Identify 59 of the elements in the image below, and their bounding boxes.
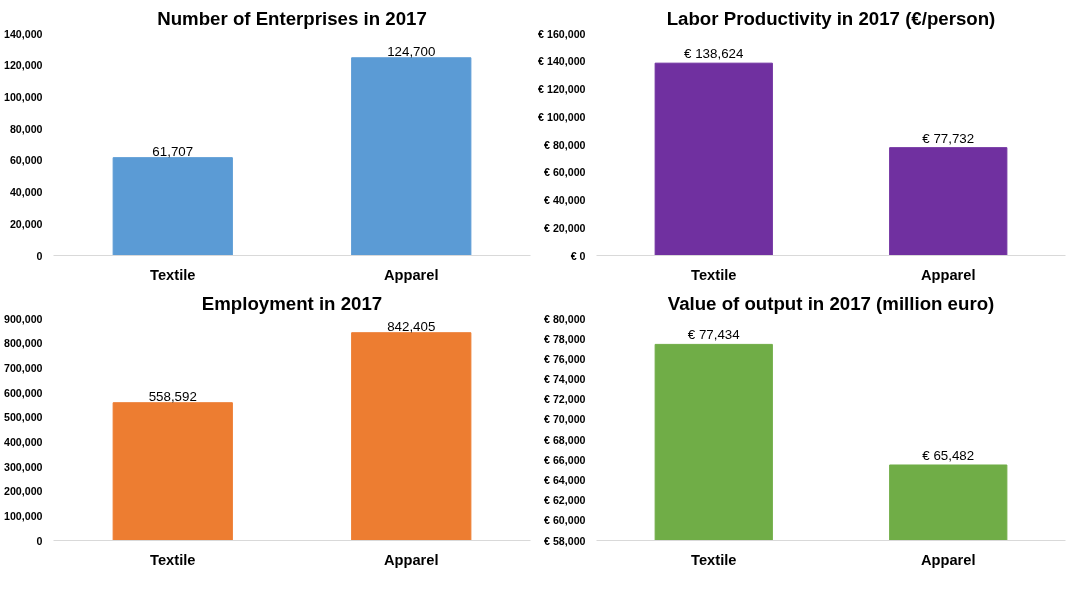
data-label: € 77,732	[922, 130, 975, 146]
y-tick-label: € 40,000	[544, 194, 586, 206]
x-tick-label: Textile	[691, 551, 737, 568]
x-tick-label: Apparel	[383, 551, 439, 568]
y-tick-label: € 60,000	[544, 514, 586, 527]
chart-title: Number of Enterprises in 2017	[157, 7, 427, 29]
x-tick-label: Apparel	[383, 266, 439, 283]
y-tick-label: € 140,000	[538, 55, 586, 68]
x-tick-label: Textile	[150, 266, 196, 283]
y-tick-label: 140,000	[3, 27, 43, 40]
y-tick-label: € 20,000	[544, 221, 586, 234]
data-label: 842,405	[387, 318, 436, 334]
y-tick-label: 40,000	[9, 186, 43, 199]
y-tick-label: 200,000	[3, 485, 43, 498]
data-label: € 138,624	[684, 46, 744, 62]
y-tick-label: € 160,000	[538, 27, 586, 40]
y-tick-label: 400,000	[3, 435, 43, 448]
y-tick-label: 120,000	[3, 59, 43, 72]
chart-title: Employment in 2017	[201, 292, 383, 314]
y-tick-label: 500,000	[3, 411, 43, 424]
y-tick-label: 100,000	[3, 509, 43, 522]
y-tick-label: € 66,000	[544, 453, 586, 466]
y-tick-label: 60,000	[9, 154, 43, 167]
y-tick-label: € 60,000	[544, 166, 586, 179]
data-label: 124,700	[387, 43, 436, 59]
x-tick-label: Textile	[691, 266, 737, 283]
y-tick-label: € 62,000	[544, 494, 586, 507]
x-tick-label: Textile	[150, 551, 196, 568]
data-label: 558,592	[148, 388, 197, 404]
y-tick-label: 80,000	[9, 122, 43, 135]
y-tick-label: € 74,000	[544, 373, 586, 386]
y-tick-label: 700,000	[3, 361, 43, 374]
y-tick-label: € 80,000	[544, 138, 586, 151]
data-label: € 65,482	[922, 448, 975, 463]
y-tick-label: 20,000	[9, 217, 43, 230]
data-label: € 77,434	[687, 327, 741, 343]
y-tick-label: 100,000	[3, 90, 43, 103]
y-tick-label: € 70,000	[544, 413, 586, 426]
y-tick-label: € 68,000	[544, 433, 586, 446]
y-tick-label: € 0	[570, 249, 586, 262]
y-tick-label: 0	[36, 249, 43, 262]
chart-title: Labor Productivity in 2017 (€/person)	[666, 7, 996, 29]
y-tick-label: € 80,000	[544, 312, 586, 325]
y-tick-label: € 100,000	[538, 110, 586, 123]
y-tick-label: € 76,000	[544, 352, 586, 365]
y-tick-label: € 58,000	[544, 534, 586, 547]
x-tick-label: Apparel	[920, 551, 976, 568]
y-tick-label: 600,000	[3, 386, 43, 399]
y-tick-label: € 78,000	[544, 332, 586, 345]
chart-title: Value of output in 2017 (million euro)	[667, 292, 995, 314]
x-tick-label: Apparel	[920, 266, 976, 283]
y-tick-label: € 120,000	[538, 83, 586, 95]
y-tick-label: 900,000	[3, 312, 43, 325]
y-tick-label: 800,000	[3, 337, 43, 350]
y-tick-label: 300,000	[3, 460, 43, 473]
data-label: 61,707	[152, 143, 194, 159]
y-tick-label: € 72,000	[544, 393, 586, 406]
y-tick-label: 0	[36, 534, 43, 547]
y-tick-label: € 64,000	[544, 473, 586, 486]
